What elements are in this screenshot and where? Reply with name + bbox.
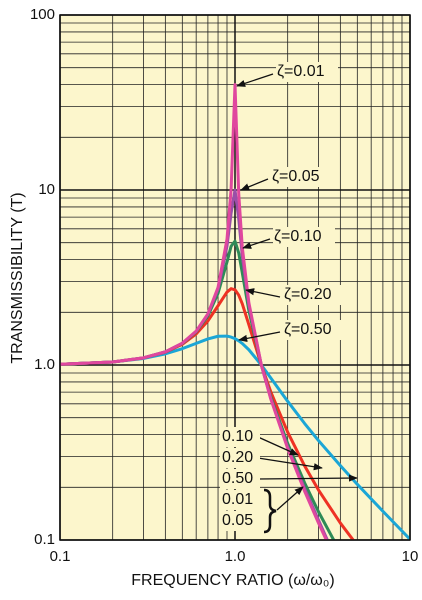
x-tick-label: 0.1: [50, 548, 71, 565]
annotation-bg: [220, 469, 260, 489]
annotation-label: 0.50: [222, 470, 253, 487]
annotation-bg: [276, 62, 338, 82]
x-axis-title: FREQUENCY RATIO (ω/ω₀): [131, 572, 334, 589]
annotation-arrow: [238, 331, 281, 343]
annotation-label: ζ=0.20: [284, 286, 332, 303]
annotation-label: 0.05: [222, 512, 253, 529]
annotation-arrow: [257, 457, 323, 471]
brace: [263, 488, 277, 534]
annotation-bg: [220, 427, 260, 447]
annotation-bg: [273, 227, 335, 247]
plot-border: [59, 14, 411, 541]
x-tick-label: 1.0: [225, 548, 246, 565]
annotation-arrow: [257, 474, 358, 482]
annotation-label: ζ=0.50: [284, 321, 332, 338]
annotation-label: 0.10: [222, 428, 253, 445]
annotation-arrow: [236, 73, 274, 87]
annotation-bg: [220, 448, 260, 468]
x-tick-label: 10: [402, 548, 419, 565]
series-line: [60, 83, 328, 540]
annotation-label: 0.01: [222, 491, 253, 508]
annotation-bg: [283, 320, 345, 340]
y-tick-label: 0.1: [34, 531, 55, 548]
annotation-label: ζ=0.10: [274, 228, 322, 245]
y-tick-label: 10: [38, 181, 55, 198]
annotation-bg: [220, 511, 260, 531]
annotation-arrow: [240, 178, 269, 191]
annotation-label: 0.20: [222, 449, 253, 466]
annotation-label: ζ=0.01: [277, 63, 325, 80]
annotation-bg: [283, 285, 345, 305]
annotation-arrow: [257, 436, 299, 456]
annotation-arrow: [276, 486, 304, 511]
annotation-arrow: [242, 238, 271, 249]
y-tick-label: 1.0: [34, 356, 55, 373]
annotation-arrow: [245, 288, 281, 298]
annotation-bg: [220, 490, 260, 510]
annotation-label: ζ=0.05: [272, 168, 320, 185]
y-axis-title: TRANSMISSIBILITY (T): [9, 192, 26, 363]
annotation-bg: [271, 167, 333, 187]
y-tick-label: 100: [30, 6, 55, 23]
